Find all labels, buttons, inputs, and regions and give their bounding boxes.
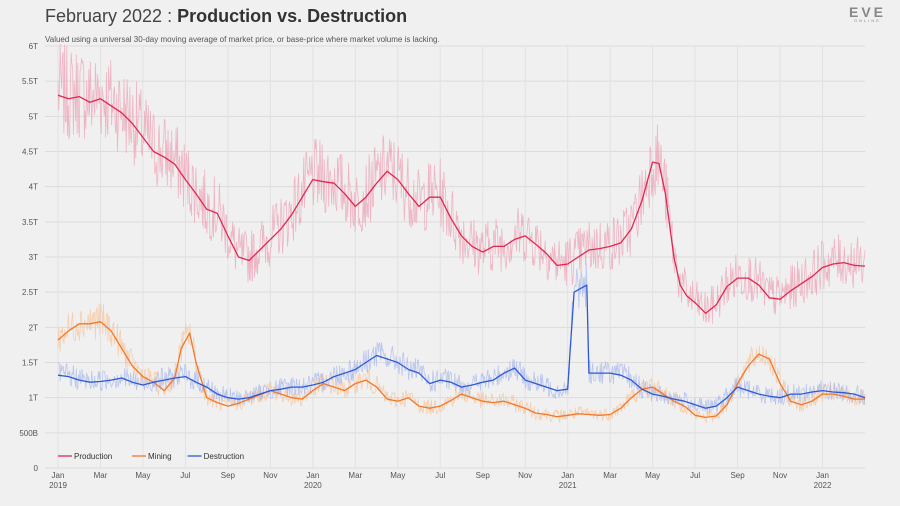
x-tick-label: Jan — [52, 471, 65, 480]
x-tick-label: Jul — [435, 471, 445, 480]
legend-label-mining: Mining — [148, 452, 172, 461]
logo-online-text: ONLINE — [854, 18, 881, 23]
x-tick-label: May — [135, 471, 150, 480]
x-tick-label: Mar — [94, 471, 108, 480]
y-axis: 0 500B 1T 1.5T 2T 2.5T 3T 3.5T 4T 4.5T 5T 5.5T 6T — [19, 42, 38, 473]
y-tick-label: 2.5T — [22, 288, 38, 297]
smoothed-series-layer — [57, 94, 866, 419]
x-tick-label: Jan — [306, 471, 319, 480]
eve-online-logo: EVE ONLINE — [849, 4, 886, 23]
y-tick-label: 3T — [29, 253, 38, 262]
x-tick-year: 2019 — [49, 481, 67, 490]
legend: Production Mining Destruction — [58, 452, 244, 461]
x-tick-year: 2022 — [814, 481, 832, 490]
series-line-destruction — [57, 284, 866, 409]
title-prefix: February 2022 : — [45, 6, 178, 26]
series-line-mining — [57, 321, 865, 419]
y-tick-label: 0 — [34, 464, 39, 473]
y-tick-label: 500B — [19, 429, 38, 438]
raw-series-destruction — [57, 262, 866, 414]
raw-series-layer — [57, 43, 866, 424]
y-tick-label: 5.5T — [22, 77, 38, 86]
x-tick-label: Nov — [263, 471, 277, 480]
y-tick-label: 5T — [29, 112, 38, 121]
x-tick-label: Jan — [816, 471, 829, 480]
title-bold: Production vs. Destruction — [177, 6, 408, 26]
x-tick-label: Nov — [518, 471, 532, 480]
x-tick-label: Jul — [690, 471, 700, 480]
x-tick-label: Sep — [221, 471, 236, 480]
y-tick-label: 4T — [29, 183, 38, 192]
y-tick-label: 1.5T — [22, 359, 38, 368]
y-tick-label: 1T — [29, 394, 38, 403]
gridlines — [45, 45, 865, 469]
y-tick-label: 2T — [29, 323, 38, 332]
x-tick-label: Sep — [476, 471, 491, 480]
x-tick-label: May — [390, 471, 405, 480]
raw-series-production — [57, 43, 866, 324]
x-tick-label: May — [645, 471, 660, 480]
chart-subtitle: Valued using a universal 30-day moving a… — [45, 35, 440, 44]
x-tick-label: Mar — [348, 471, 362, 480]
x-tick-label: Jan — [561, 471, 574, 480]
logo-eve-text: EVE — [848, 4, 886, 20]
x-tick-label: Sep — [730, 471, 745, 480]
x-tick-year: 2021 — [559, 481, 577, 490]
x-tick-label: Nov — [773, 471, 787, 480]
series-line-production — [57, 94, 866, 314]
y-tick-label: 4.5T — [22, 148, 38, 157]
y-tick-label: 3.5T — [22, 218, 38, 227]
x-tick-label: Jul — [180, 471, 190, 480]
legend-label-destruction: Destruction — [204, 452, 244, 461]
chart-title: February 2022 : Production vs. Destructi… — [45, 6, 407, 27]
legend-label-production: Production — [74, 452, 112, 461]
y-tick-label: 6T — [29, 42, 38, 51]
x-tick-year: 2020 — [304, 481, 322, 490]
x-tick-label: Mar — [603, 471, 617, 480]
